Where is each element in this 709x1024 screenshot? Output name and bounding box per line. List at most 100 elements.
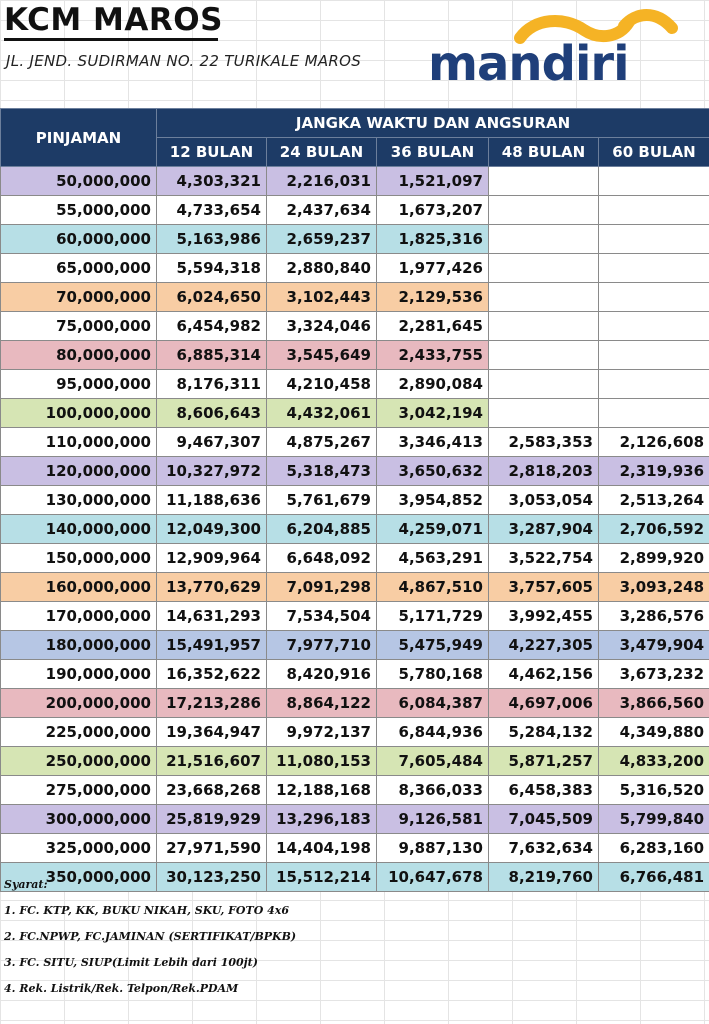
empty-cell [488,195,599,225]
installment-cell: 7,977,710 [266,630,377,660]
installment-cell: 10,327,972 [156,456,267,486]
installment-cell: 4,462,156 [488,659,599,689]
installment-cell: 4,563,291 [376,543,489,573]
installment-cell: 3,992,455 [488,601,599,631]
empty-cell [488,398,599,428]
loan-amount-cell: 95,000,000 [0,369,157,399]
requirements-heading: Syarat: [4,878,48,891]
table-row: 150,000,000 12,909,964 6,648,092 4,563,291 3… [0,543,709,573]
installment-cell: 3,522,754 [488,543,599,573]
installment-cell: 3,287,904 [488,514,599,544]
table-row: 170,000,000 14,631,293 7,534,504 5,171,729 3… [0,601,709,631]
empty-cell [597,166,709,196]
branch-address: JL. JEND. SUDIRMAN NO. 22 TURIKALE MAROS [6,52,362,70]
empty-cell [597,282,709,312]
installment-cell: 8,176,311 [156,369,267,399]
table-row: 275,000,000 23,668,268 12,188,168 8,366,033… [0,775,709,805]
installment-cell: 5,475,949 [376,630,489,660]
installment-cell: 8,420,916 [266,659,377,689]
installment-cell: 5,799,840 [597,804,709,834]
installment-cell: 2,659,237 [266,224,377,254]
installment-cell: 3,757,605 [488,572,599,602]
installment-cell: 23,668,268 [156,775,267,805]
installment-cell: 13,296,183 [266,804,377,834]
loan-amount-cell: 65,000,000 [0,253,157,283]
installment-cell: 7,534,504 [266,601,377,631]
loan-amount-cell: 325,000,000 [0,833,157,863]
installment-cell: 3,042,194 [376,398,489,428]
installment-cell: 2,216,031 [266,166,377,196]
installment-cell: 5,318,473 [266,456,377,486]
header-term: 36 BULAN [376,137,489,167]
installment-cell: 6,024,650 [156,282,267,312]
installment-cell: 6,844,936 [376,717,489,747]
installment-cell: 4,867,510 [376,572,489,602]
loan-amount-cell: 50,000,000 [0,166,157,196]
table-row: 50,000,000 4,303,321 2,216,031 1,521,097 [0,166,709,196]
installment-cell: 2,437,634 [266,195,377,225]
installment-cell: 4,210,458 [266,369,377,399]
installment-cell: 15,491,957 [156,630,267,660]
table-row: 190,000,000 16,352,622 8,420,916 5,780,168 4… [0,659,709,689]
loan-amount-cell: 120,000,000 [0,456,157,486]
loan-amount-cell: 60,000,000 [0,224,157,254]
installment-cell: 3,102,443 [266,282,377,312]
installment-cell: 2,706,592 [597,514,709,544]
loan-amount-cell: 100,000,000 [0,398,157,428]
installment-cell: 2,433,755 [376,340,489,370]
installment-cell: 16,352,622 [156,659,267,689]
requirement-item: 2. FC.NPWP, FC.JAMINAN (SERTIFIKAT/BPKB) [4,930,297,943]
installment-cell: 6,458,383 [488,775,599,805]
installment-cell: 5,316,520 [597,775,709,805]
installment-cell: 2,319,936 [597,456,709,486]
header-term: 12 BULAN [156,137,267,167]
installment-cell: 2,126,608 [597,427,709,457]
installment-cell: 5,594,318 [156,253,267,283]
empty-cell [488,166,599,196]
installment-cell: 4,875,267 [266,427,377,457]
installment-cell: 8,366,033 [376,775,489,805]
installment-cell: 1,673,207 [376,195,489,225]
header-term: 60 BULAN [597,137,709,167]
installment-cell: 3,866,560 [597,688,709,718]
installment-cell: 9,972,137 [266,717,377,747]
installment-cell: 2,880,840 [266,253,377,283]
installment-cell: 7,091,298 [266,572,377,602]
installment-cell: 3,286,576 [597,601,709,631]
installment-cell: 13,770,629 [156,572,267,602]
requirement-item: 4. Rek. Listrik/Rek. Telpon/Rek.PDAM [4,982,239,995]
empty-cell [597,253,709,283]
installment-cell: 3,324,046 [266,311,377,341]
header-term: 48 BULAN [488,137,599,167]
table-row: 70,000,000 6,024,650 3,102,443 2,129,536 [0,282,709,312]
logo-wave-icon [514,9,678,44]
loan-amount-cell: 110,000,000 [0,427,157,457]
installment-cell: 7,605,484 [376,746,489,776]
installment-cell: 4,259,071 [376,514,489,544]
loan-amount-cell: 300,000,000 [0,804,157,834]
installment-cell: 5,871,257 [488,746,599,776]
installment-cell: 3,954,852 [376,485,489,515]
installment-cell: 5,761,679 [266,485,377,515]
installment-cell: 3,093,248 [597,572,709,602]
installment-cell: 15,512,214 [266,862,377,892]
empty-cell [597,340,709,370]
installment-cell: 4,303,321 [156,166,267,196]
empty-cell [597,369,709,399]
table-row: 180,000,000 15,491,957 7,977,710 5,475,949 4… [0,630,709,660]
table-row: 110,000,000 9,467,307 4,875,267 3,346,413 2,… [0,427,709,457]
empty-cell [597,195,709,225]
installment-cell: 2,899,920 [597,543,709,573]
installment-cell: 27,971,590 [156,833,267,863]
installment-cell: 1,521,097 [376,166,489,196]
table-row: 200,000,000 17,213,286 8,864,122 6,084,387 4… [0,688,709,718]
installment-cell: 11,080,153 [266,746,377,776]
installment-cell: 2,129,536 [376,282,489,312]
installment-cell: 4,349,880 [597,717,709,747]
logo-wordmark: mandiri [428,36,630,92]
empty-cell [597,311,709,341]
installment-cell: 4,432,061 [266,398,377,428]
installment-cell: 3,650,632 [376,456,489,486]
empty-cell [488,253,599,283]
empty-cell [488,282,599,312]
